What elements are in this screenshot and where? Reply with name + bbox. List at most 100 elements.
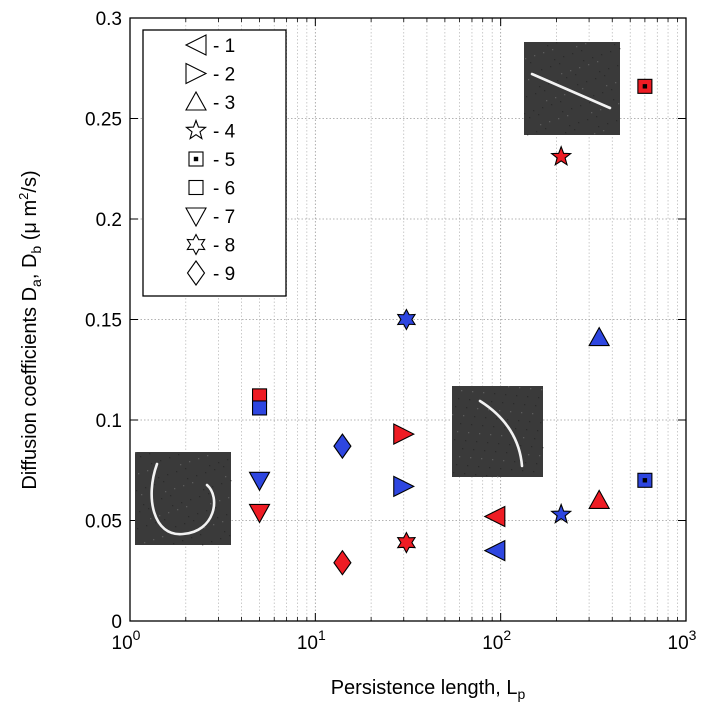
- inset-curved-filament-noise: [482, 425, 484, 427]
- inset-curved-filament-noise: [511, 469, 513, 471]
- inset-curved-filament-noise: [478, 466, 480, 468]
- inset-straight-filament-noise: [576, 46, 578, 48]
- y-tick-label: 0.25: [85, 110, 122, 131]
- inset-straight-filament-noise: [529, 117, 531, 119]
- inset-u-shaped-filament-noise: [223, 466, 225, 468]
- inset-curved-filament-noise: [505, 394, 507, 396]
- inset-straight-filament-noise: [571, 108, 573, 110]
- inset-straight-filament-noise: [593, 95, 595, 97]
- inset-curved-filament-noise: [459, 456, 461, 458]
- inset-u-shaped-filament-noise: [146, 525, 148, 527]
- inset-curved-filament-noise: [496, 418, 498, 420]
- inset-u-shaped-filament-noise: [173, 543, 175, 545]
- inset-curved-filament-noise: [499, 410, 501, 412]
- inset-curved-filament-noise: [479, 433, 481, 435]
- inset-straight-filament-noise: [541, 69, 543, 71]
- inset-straight-filament-noise: [575, 74, 577, 76]
- inset-straight-filament-noise: [548, 83, 550, 85]
- inset-curved-filament-noise: [486, 475, 488, 477]
- inset-u-shaped-filament-noise: [160, 460, 162, 462]
- inset-straight-filament-noise: [595, 78, 597, 80]
- inset-curved-filament-noise: [520, 445, 522, 447]
- inset-u-shaped-filament-noise: [141, 494, 143, 496]
- inset-straight-filament-noise: [552, 49, 554, 51]
- inset-curved-filament-noise: [519, 387, 521, 389]
- inset-straight-filament-noise: [577, 84, 579, 86]
- marker-set-3-da: [588, 489, 611, 509]
- inset-straight-filament-noise: [594, 133, 596, 135]
- x-axis-title: Persistence length, Lp: [331, 677, 526, 702]
- inset-curved-filament-noise: [526, 429, 528, 431]
- inset-curved-filament-noise: [457, 431, 459, 433]
- legend-marker-9: [186, 260, 206, 286]
- inset-straight-filament-noise: [604, 75, 606, 77]
- inset-curved-filament-noise: [476, 441, 478, 443]
- marker-set-6-db: [251, 400, 268, 416]
- inset-straight-filament-noise: [563, 56, 565, 58]
- x-tick-label: 103: [668, 627, 697, 654]
- legend-marker-5-dot: [193, 156, 199, 162]
- inset-u-shaped-filament-noise: [196, 475, 198, 477]
- inset-curved-filament-noise: [488, 409, 490, 411]
- inset-straight-filament-noise: [614, 44, 616, 46]
- x-tick-label: 100: [112, 627, 141, 654]
- inset-straight-filament-noise: [545, 128, 547, 130]
- inset-straight-filament-noise: [589, 102, 591, 104]
- inset-u-shaped-filament-noise: [172, 505, 174, 507]
- marker-set-8-db: [396, 308, 417, 331]
- inset-u-shaped-filament-noise: [151, 463, 153, 465]
- y-axis-title: Diffusion coefficients Da, Db (μ m2/s): [16, 170, 44, 489]
- inset-u-shaped-filament-noise: [139, 511, 141, 513]
- inset-u-shaped-filament-noise: [203, 489, 205, 491]
- inset-straight-filament-noise: [546, 100, 548, 102]
- inset-u-shaped-filament-noise: [143, 504, 145, 506]
- inset-u-shaped-filament-noise: [205, 472, 207, 474]
- inset-straight-filament-noise: [574, 129, 576, 131]
- inset-straight-filament-noise: [580, 105, 582, 107]
- inset-u-shaped-filament-noise: [213, 524, 215, 526]
- inset-u-shaped-filament-noise: [165, 491, 167, 493]
- legend-marker-7: [185, 207, 207, 228]
- legend-marker-1: [184, 34, 207, 56]
- inset-u-shaped-filament-noise: [168, 512, 170, 514]
- inset-curved-filament-noise: [491, 401, 493, 403]
- inset-curved-filament-noise: [489, 467, 491, 469]
- inset-curved-filament-noise: [466, 407, 468, 409]
- inset-straight-filament-noise: [542, 107, 544, 109]
- inset-curved-filament-noise: [494, 393, 496, 395]
- inset-straight-filament-noise: [600, 109, 602, 111]
- inset-curved-filament-noise: [462, 448, 464, 450]
- inset-u-shaped-filament-noise: [149, 453, 151, 455]
- inset-straight-filament-noise: [539, 86, 541, 88]
- inset-straight-filament-filament: [530, 72, 612, 110]
- inset-curved-filament-noise: [524, 404, 526, 406]
- inset-curved-filament-noise: [529, 421, 531, 423]
- x-tick-label: 101: [297, 627, 326, 654]
- marker-set-5-da-dot: [642, 84, 648, 89]
- y-tick-label: 0: [111, 612, 122, 633]
- marker-set-5-db-dot: [642, 478, 648, 483]
- legend-marker-4: [184, 118, 208, 140]
- inset-straight-filament-noise: [549, 121, 551, 123]
- inset-straight-filament-noise: [599, 71, 601, 73]
- inset-curved-filament-noise: [463, 415, 465, 417]
- inset-straight-filament-noise: [562, 111, 564, 113]
- inset-u-shaped-filament-noise: [153, 539, 155, 541]
- legend-label-8: - 8: [213, 236, 235, 257]
- inset-straight-filament-noise: [560, 101, 562, 103]
- inset-u-shaped-filament-noise: [228, 497, 230, 499]
- marker-set-7-db: [248, 471, 271, 492]
- inset-curved-filament-noise: [508, 386, 510, 388]
- inset-curved-filament-noise: [539, 455, 541, 457]
- inset-curved-filament-noise: [521, 412, 523, 414]
- legend-marker-3: [185, 90, 207, 111]
- inset-u-shaped-filament-noise: [208, 493, 210, 495]
- inset-straight-filament-noise: [554, 59, 556, 61]
- y-tick-label: 0.3: [96, 9, 122, 30]
- inset-straight-filament-noise: [564, 94, 566, 96]
- legend-label-6: - 6: [213, 179, 235, 200]
- legend-marker-2: [185, 62, 208, 85]
- inset-u-shaped-filament-noise: [167, 474, 169, 476]
- inset-curved-filament-noise: [503, 460, 505, 462]
- inset-curved-filament-noise: [534, 438, 536, 440]
